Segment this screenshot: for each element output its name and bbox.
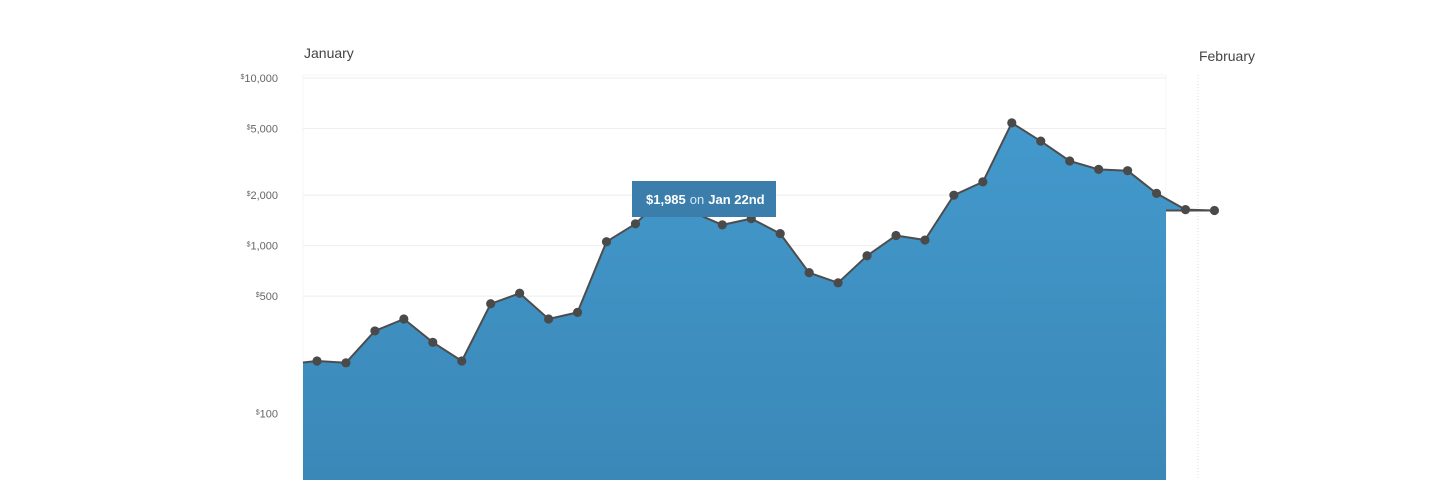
currency-symbol: $ xyxy=(256,292,260,299)
y-tick-label: $5,000 xyxy=(247,123,278,135)
data-point[interactable] xyxy=(1007,118,1017,128)
tooltip-text: $1,985 on Jan 22nd xyxy=(646,192,765,207)
data-point[interactable] xyxy=(428,337,438,347)
tooltip-date: Jan 22nd xyxy=(708,192,764,207)
data-point[interactable] xyxy=(457,356,467,366)
data-point[interactable] xyxy=(1065,156,1075,166)
tick-value: 1,000 xyxy=(250,241,278,253)
data-point[interactable] xyxy=(891,230,901,241)
data-point[interactable] xyxy=(1209,205,1220,216)
tooltip: $1,985 on Jan 22nd xyxy=(632,181,776,217)
data-point[interactable] xyxy=(572,307,583,317)
data-point[interactable] xyxy=(1123,166,1133,176)
data-point[interactable] xyxy=(862,251,872,261)
data-point[interactable] xyxy=(601,237,612,247)
tick-value: 2,000 xyxy=(250,190,278,202)
data-point[interactable] xyxy=(630,219,641,229)
data-point[interactable] xyxy=(717,220,727,230)
tooltip-box xyxy=(632,181,776,217)
data-point[interactable] xyxy=(1036,136,1046,146)
data-point[interactable] xyxy=(399,314,409,324)
data-point[interactable] xyxy=(920,235,930,245)
currency-symbol: $ xyxy=(240,74,244,81)
series-line xyxy=(302,121,1216,364)
tick-value: 10,000 xyxy=(244,73,278,85)
y-tick-label: $500 xyxy=(256,291,278,303)
data-point[interactable] xyxy=(804,268,814,278)
tick-value: 100 xyxy=(260,408,278,420)
data-point[interactable] xyxy=(370,326,380,336)
month-label: January xyxy=(304,45,354,61)
data-point[interactable] xyxy=(515,288,525,298)
data-point[interactable] xyxy=(949,190,959,200)
currency-symbol: $ xyxy=(247,191,251,198)
data-point[interactable] xyxy=(341,358,351,368)
data-point[interactable] xyxy=(978,177,988,187)
y-tick-label: $10,000 xyxy=(240,73,278,85)
y-tick-label: $1,000 xyxy=(247,241,278,253)
data-point[interactable] xyxy=(833,278,843,288)
data-point[interactable] xyxy=(1180,205,1191,215)
tooltip-value: $1,985 xyxy=(646,192,686,207)
data-point[interactable] xyxy=(544,314,554,324)
currency-symbol: $ xyxy=(247,124,251,131)
y-axis-ticks: $10,000$5,000$2,000$1,000$500$100 xyxy=(240,73,278,420)
tooltip-connector: on xyxy=(690,192,704,207)
data-point[interactable] xyxy=(312,356,322,366)
area-fill xyxy=(303,122,1215,480)
y-tick-label: $2,000 xyxy=(247,190,278,202)
month-label: February xyxy=(1199,48,1255,64)
currency-symbol: $ xyxy=(247,242,251,249)
data-point[interactable] xyxy=(775,228,785,239)
y-tick-label: $100 xyxy=(256,408,278,420)
data-point[interactable] xyxy=(1094,164,1104,174)
tick-value: 5,000 xyxy=(250,123,278,135)
currency-symbol: $ xyxy=(256,409,260,416)
month-labels: January February xyxy=(304,45,1255,480)
area-series xyxy=(302,121,1216,480)
data-point[interactable] xyxy=(486,299,496,309)
tick-value: 500 xyxy=(260,291,278,303)
data-point[interactable] xyxy=(1151,188,1162,198)
